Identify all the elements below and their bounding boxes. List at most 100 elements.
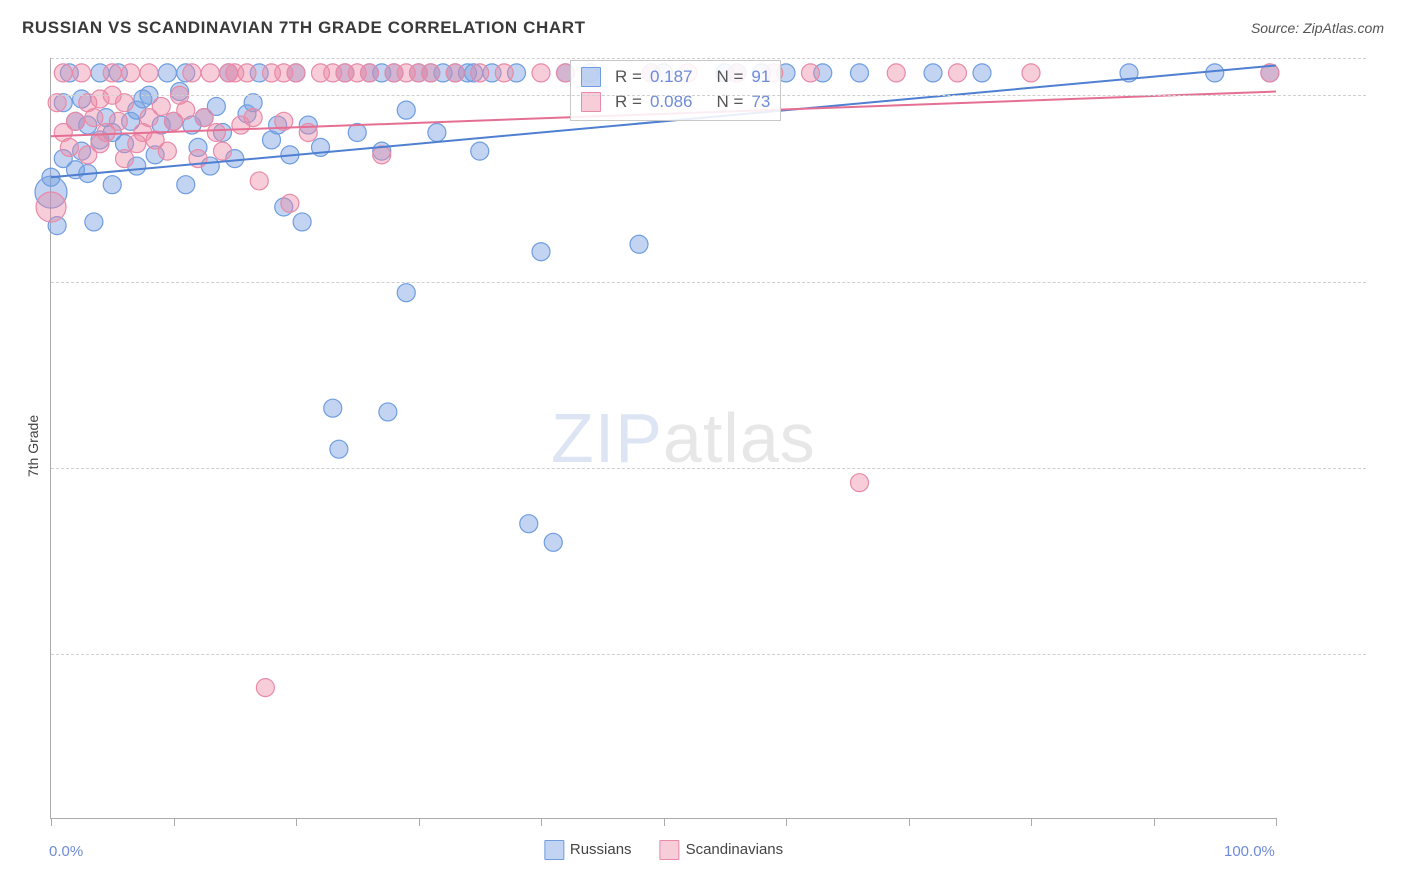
scatter-point: [532, 243, 550, 261]
scatter-point: [73, 64, 91, 82]
scatter-point: [207, 124, 225, 142]
stats-n-russians: 91: [751, 65, 770, 90]
legend-swatch-russians: [544, 840, 564, 860]
scatter-point: [116, 94, 134, 112]
scatter-point: [152, 97, 170, 115]
scatter-point: [122, 64, 140, 82]
scatter-point: [177, 176, 195, 194]
scatter-point: [158, 64, 176, 82]
scatter-point: [973, 64, 991, 82]
scatter-point: [60, 138, 78, 156]
stats-row-scandinavians: R = 0.086 N = 73: [581, 90, 770, 115]
scatter-point: [116, 150, 134, 168]
x-tick: [419, 818, 420, 826]
scatter-point: [36, 192, 66, 222]
scatter-point: [238, 64, 256, 82]
scatter-point: [495, 64, 513, 82]
scatter-point: [256, 679, 274, 697]
scatter-point: [532, 64, 550, 82]
scatter-point: [324, 399, 342, 417]
gridline-h: [51, 468, 1366, 469]
scatter-point: [195, 109, 213, 127]
stats-row-russians: R = 0.187 N = 91: [581, 65, 770, 90]
stats-label-n: N =: [716, 65, 743, 90]
plot-area: ZIPatlas R = 0.187 N = 91 R = 0.086 N = …: [50, 58, 1276, 819]
scatter-point: [103, 64, 121, 82]
scatter-point: [397, 284, 415, 302]
stats-n-scandinavians: 73: [751, 90, 770, 115]
scatter-point: [446, 64, 464, 82]
scatter-point: [422, 64, 440, 82]
gridline-h: [51, 95, 1366, 96]
x-tick: [664, 818, 665, 826]
scatter-point: [1022, 64, 1040, 82]
scatter-point: [330, 440, 348, 458]
x-tick: [296, 818, 297, 826]
scatter-point: [281, 194, 299, 212]
stats-label-r: R =: [615, 65, 642, 90]
y-axis-label: 7th Grade: [25, 415, 41, 477]
scatter-point: [1206, 64, 1224, 82]
scatter-point: [851, 474, 869, 492]
scatter-point: [103, 176, 121, 194]
x-tick: [909, 818, 910, 826]
x-tick: [541, 818, 542, 826]
gridline-h: [51, 58, 1366, 59]
x-tick: [51, 818, 52, 826]
scatter-point: [379, 403, 397, 421]
scatter-point: [183, 64, 201, 82]
scatter-point: [85, 213, 103, 231]
scatter-point: [471, 64, 489, 82]
scatter-point: [67, 112, 85, 130]
scatter-point: [48, 94, 66, 112]
stats-label-n: N =: [716, 90, 743, 115]
scatter-point: [428, 124, 446, 142]
scatter-point: [140, 64, 158, 82]
x-tick-label: 0.0%: [49, 843, 83, 860]
scatter-point: [244, 109, 262, 127]
stats-r-scandinavians: 0.086: [650, 90, 693, 115]
chart-source: Source: ZipAtlas.com: [1251, 20, 1384, 36]
chart-svg: [51, 58, 1276, 818]
scatter-point: [54, 64, 72, 82]
scatter-point: [520, 515, 538, 533]
scatter-point: [201, 64, 219, 82]
x-tick-label: 100.0%: [1224, 843, 1275, 860]
scatter-point: [887, 64, 905, 82]
x-tick: [1031, 818, 1032, 826]
x-tick: [1154, 818, 1155, 826]
scatter-point: [397, 101, 415, 119]
scatter-point: [924, 64, 942, 82]
scatter-point: [851, 64, 869, 82]
scatter-point: [85, 109, 103, 127]
legend-swatch-scandinavians: [660, 840, 680, 860]
x-tick: [786, 818, 787, 826]
stats-r-russians: 0.187: [650, 65, 693, 90]
chart-title: RUSSIAN VS SCANDINAVIAN 7TH GRADE CORREL…: [22, 18, 586, 38]
chart-header: RUSSIAN VS SCANDINAVIAN 7TH GRADE CORREL…: [22, 18, 1384, 38]
legend: Russians Scandinavians: [544, 840, 783, 860]
scatter-point: [361, 64, 379, 82]
x-tick: [1276, 818, 1277, 826]
scatter-point: [544, 533, 562, 551]
scatter-point: [949, 64, 967, 82]
stats-box: R = 0.187 N = 91 R = 0.086 N = 73: [570, 60, 781, 121]
gridline-h: [51, 282, 1366, 283]
scatter-point: [109, 112, 127, 130]
stats-label-r: R =: [615, 90, 642, 115]
stats-swatch-russians: [581, 67, 601, 87]
scatter-point: [630, 235, 648, 253]
x-tick: [174, 818, 175, 826]
legend-item-scandinavians: Scandinavians: [660, 840, 784, 860]
scatter-point: [471, 142, 489, 160]
scatter-point: [214, 142, 232, 160]
scatter-point: [287, 64, 305, 82]
scatter-point: [177, 101, 195, 119]
legend-item-russians: Russians: [544, 840, 632, 860]
scatter-point: [250, 172, 268, 190]
legend-label-russians: Russians: [570, 841, 632, 858]
legend-label-scandinavians: Scandinavians: [686, 841, 784, 858]
scatter-point: [158, 142, 176, 160]
gridline-h: [51, 654, 1366, 655]
scatter-point: [293, 213, 311, 231]
